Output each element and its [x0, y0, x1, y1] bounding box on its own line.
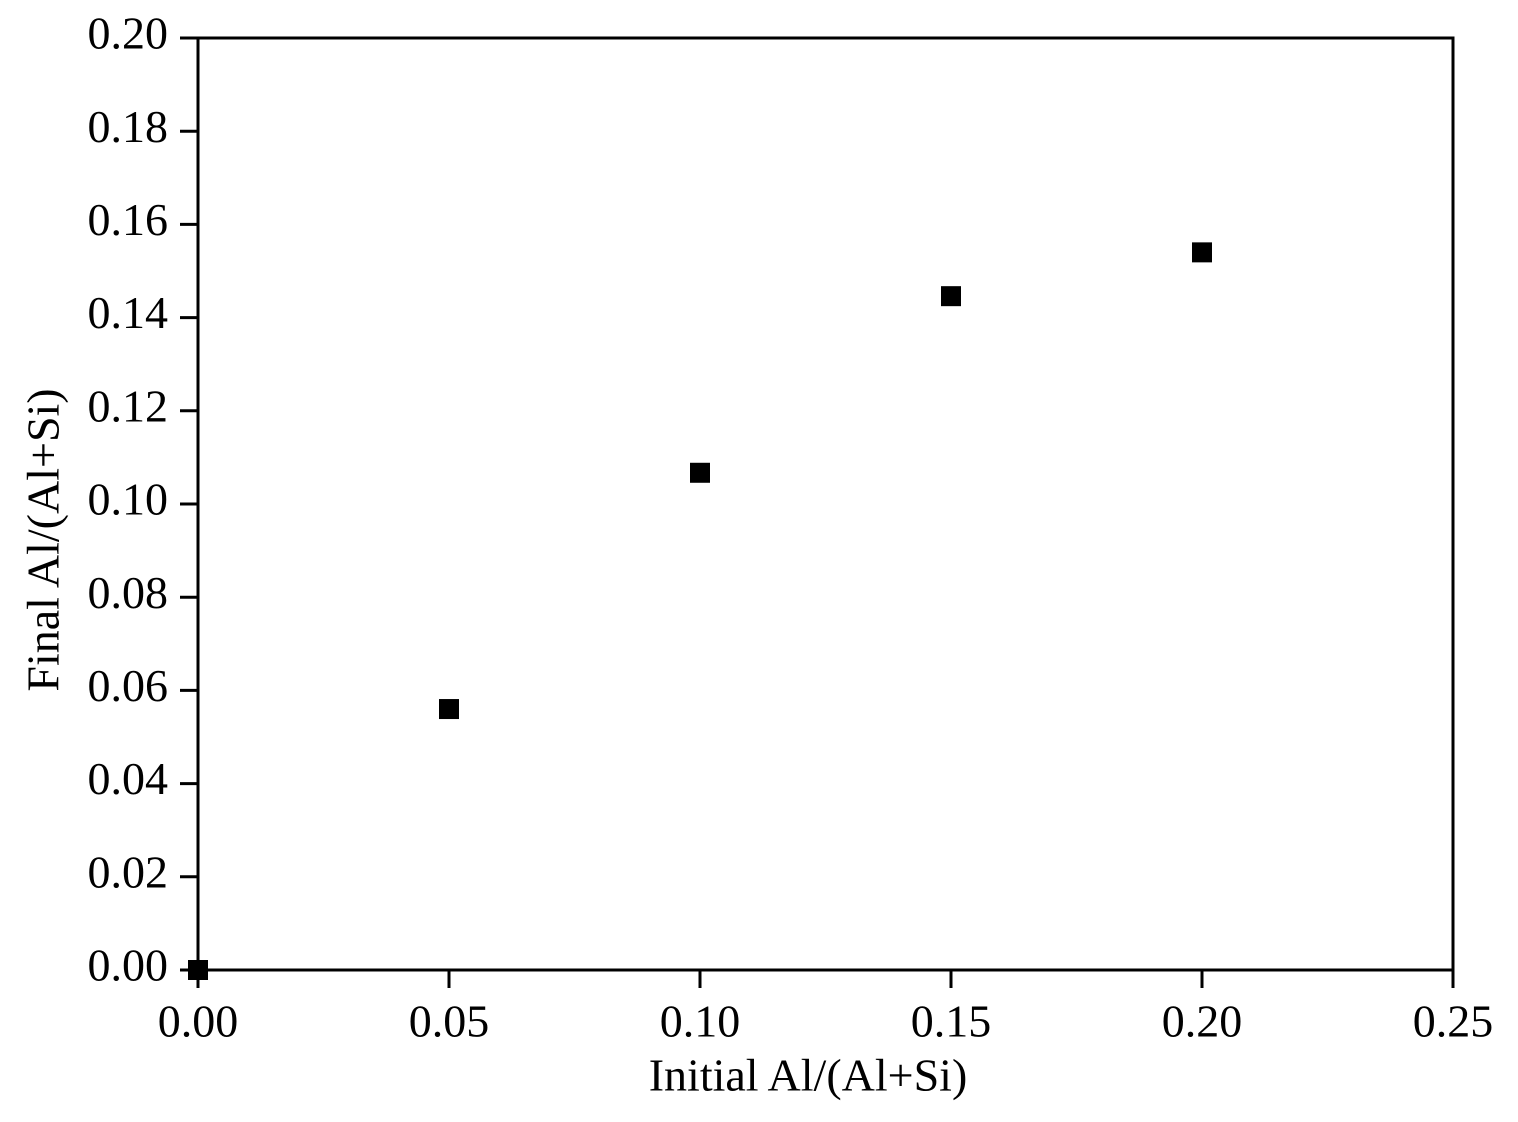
- y-tick-label: 0.14: [88, 287, 169, 338]
- y-tick-label: 0.12: [88, 380, 169, 431]
- y-tick-label: 0.08: [88, 567, 169, 618]
- y-axis-label: Final Al/(Al+Si): [18, 388, 69, 691]
- y-tick-label: 0.18: [88, 101, 169, 152]
- y-tick-label: 0.20: [88, 8, 169, 59]
- y-tick-label: 0.06: [88, 660, 169, 711]
- point: [188, 960, 208, 980]
- y-tick-label: 0.16: [88, 194, 169, 245]
- point: [690, 462, 710, 483]
- y-tick-label: 0.00: [88, 940, 169, 991]
- x-tick-label: 0.05: [409, 996, 490, 1047]
- x-axis-label: Initial Al/(Al+Si): [649, 1050, 968, 1101]
- point: [941, 286, 961, 307]
- y-tick-label: 0.04: [88, 753, 169, 804]
- x-tick-label: 0.25: [1413, 996, 1494, 1047]
- x-tick-label: 0.00: [158, 996, 239, 1047]
- y-tick-label: 0.02: [88, 846, 169, 897]
- point: [439, 699, 459, 720]
- x-tick-label: 0.10: [660, 996, 741, 1047]
- x-tick-label: 0.15: [911, 996, 992, 1047]
- x-tick-label: 0.20: [1162, 996, 1243, 1047]
- point: [1192, 242, 1212, 263]
- plot-frame: [196, 36, 1455, 972]
- y-tick-label: 0.10: [88, 474, 169, 525]
